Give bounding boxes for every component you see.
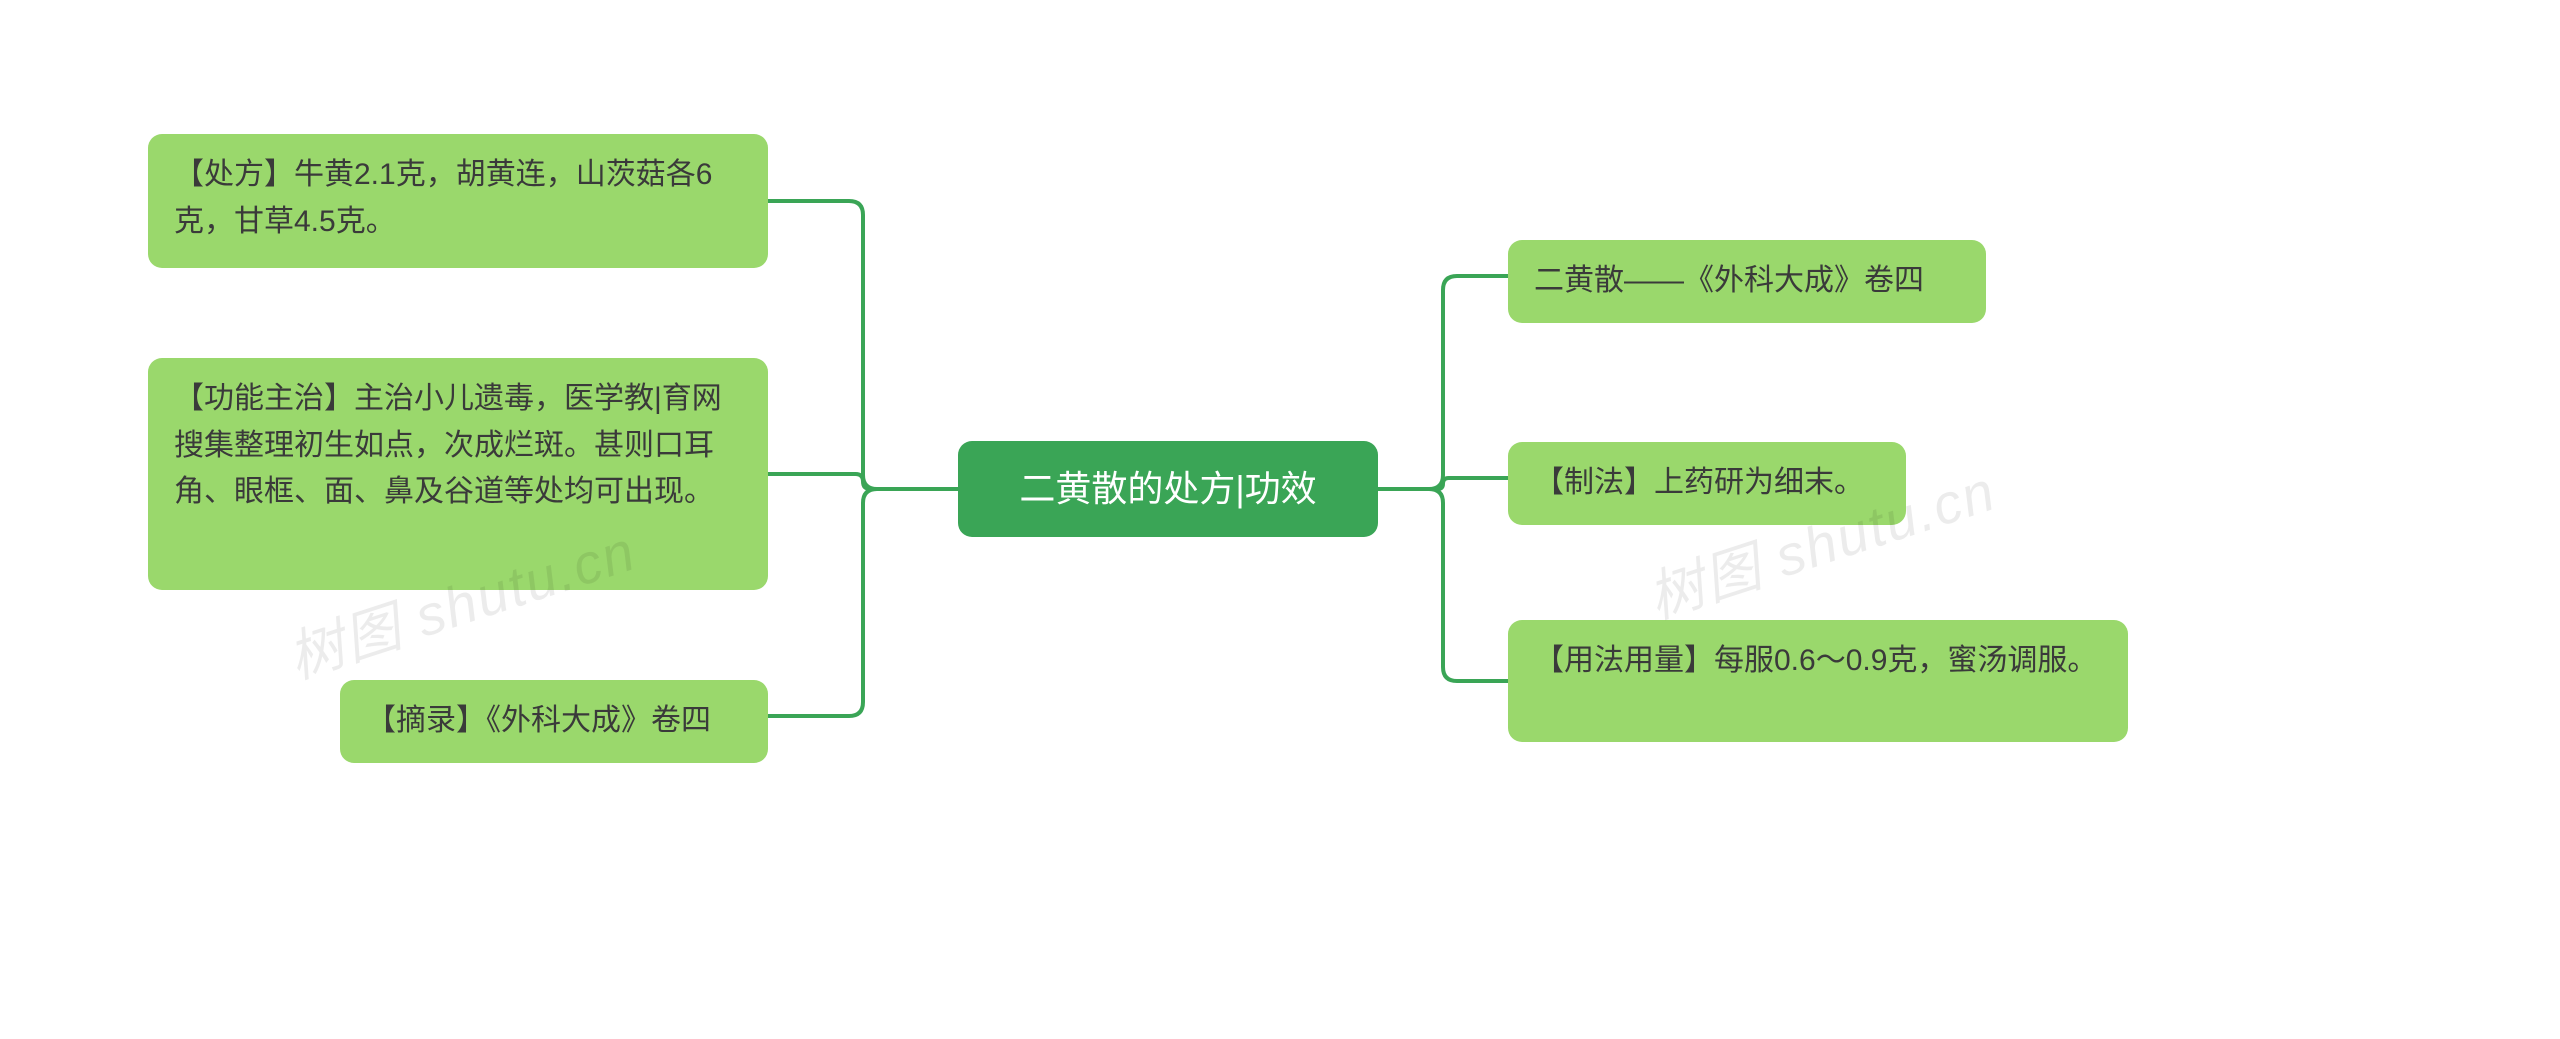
center-node: 二黄散的处方|功效 [958,441,1378,537]
center-node-label: 二黄散的处方|功效 [1019,461,1316,517]
right-node-3-label: 【用法用量】每服0.6～0.9克，蜜汤调服。 [1534,644,2097,677]
right-node-1-label: 二黄散——《外科大成》卷四 [1534,264,1924,297]
right-node-2: 【制法】上药研为细末。 [1508,442,1906,525]
mindmap-canvas: 二黄散的处方|功效 【处方】牛黄2.1克，胡黄连，山茨菇各6克，甘草4.5克。【功… [0,0,2560,1039]
left-node-1: 【处方】牛黄2.1克，胡黄连，山茨菇各6克，甘草4.5克。 [148,134,768,268]
left-node-2-label: 【功能主治】主治小儿遗毒，医学教|育网搜集整理初生如点，次成烂斑。甚则口耳角、眼… [174,382,722,508]
left-node-3-label: 【摘录】《外科大成》卷四 [366,704,711,737]
left-node-2: 【功能主治】主治小儿遗毒，医学教|育网搜集整理初生如点，次成烂斑。甚则口耳角、眼… [148,358,768,590]
left-node-3: 【摘录】《外科大成》卷四 [340,680,768,763]
left-node-1-label: 【处方】牛黄2.1克，胡黄连，山茨菇各6克，甘草4.5克。 [174,158,712,238]
right-node-1: 二黄散——《外科大成》卷四 [1508,240,1986,323]
right-node-3: 【用法用量】每服0.6～0.9克，蜜汤调服。 [1508,620,2128,742]
right-node-2-label: 【制法】上药研为细末。 [1534,466,1864,499]
